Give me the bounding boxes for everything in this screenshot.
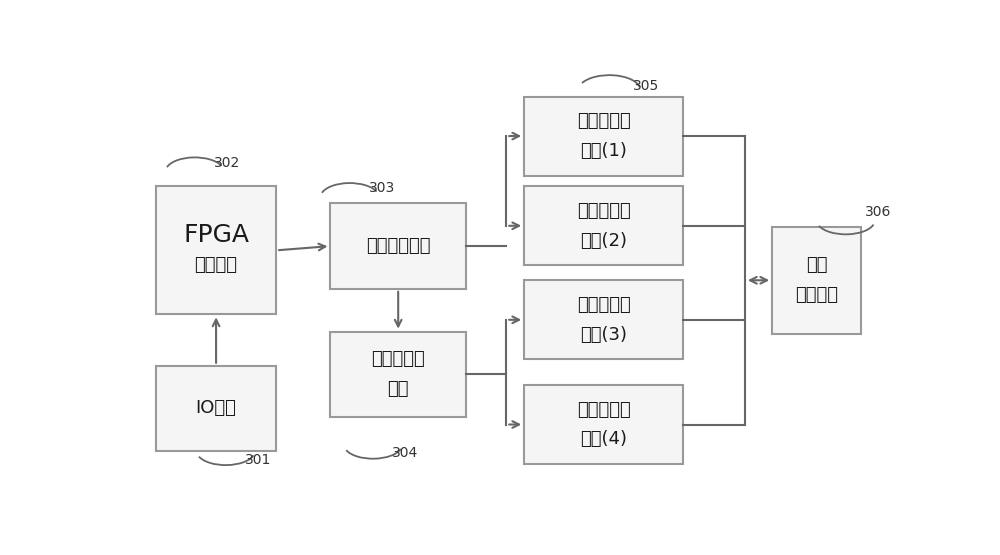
Text: 电路: 电路 (387, 380, 409, 398)
Text: 继电器开关: 继电器开关 (577, 202, 630, 220)
Bar (524, 385, 683, 464)
Bar (772, 227, 861, 334)
Bar (156, 366, 276, 451)
Text: 继电器驱动: 继电器驱动 (371, 350, 425, 369)
Bar (524, 97, 683, 175)
Text: FPGA: FPGA (183, 224, 249, 248)
Text: 矩阵(2): 矩阵(2) (580, 232, 627, 250)
Text: 电缆接口: 电缆接口 (795, 286, 838, 304)
Text: 303: 303 (369, 181, 395, 195)
Text: 305: 305 (633, 79, 659, 93)
Text: 矩阵(1): 矩阵(1) (580, 142, 627, 160)
Text: IO口线: IO口线 (196, 400, 237, 417)
Text: 信号: 信号 (806, 256, 827, 274)
Bar (524, 186, 683, 265)
Text: 数据锁存电路: 数据锁存电路 (366, 237, 430, 255)
Text: 继电器开关: 继电器开关 (577, 401, 630, 418)
Bar (156, 186, 276, 315)
Text: 矩阵(3): 矩阵(3) (580, 326, 627, 344)
Text: 矩阵(4): 矩阵(4) (580, 431, 627, 448)
Text: 304: 304 (392, 446, 419, 460)
Text: 302: 302 (214, 156, 240, 170)
Bar (524, 280, 683, 359)
Text: 继电器开关: 继电器开关 (577, 296, 630, 314)
Bar (330, 203, 466, 289)
Bar (330, 331, 466, 417)
Text: 301: 301 (245, 453, 272, 467)
Text: 译码电路: 译码电路 (195, 256, 238, 274)
Text: 306: 306 (865, 205, 892, 219)
Text: 继电器开关: 继电器开关 (577, 112, 630, 130)
